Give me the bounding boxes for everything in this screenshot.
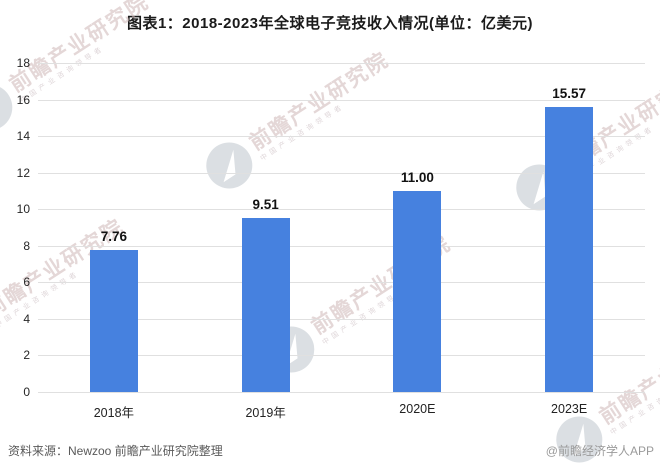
gridline bbox=[38, 355, 645, 357]
y-axis-tick-label: 6 bbox=[23, 275, 30, 290]
source-note: 资料来源：Newzoo 前瞻产业研究院整理 bbox=[8, 444, 223, 458]
x-axis-tick-label: 2023E bbox=[551, 402, 588, 416]
y-axis-tick-label: 10 bbox=[16, 202, 30, 217]
gridline bbox=[38, 245, 645, 247]
bar-value-label: 11.00 bbox=[400, 169, 434, 185]
y-axis-tick-label: 14 bbox=[16, 129, 30, 144]
bar-2020E bbox=[393, 190, 442, 392]
y-axis-tick-label: 0 bbox=[23, 385, 30, 399]
bar-2023E bbox=[545, 107, 594, 392]
gridline bbox=[38, 318, 645, 320]
gridline bbox=[38, 172, 645, 174]
gridline bbox=[38, 392, 645, 393]
bar-2018年 bbox=[89, 250, 138, 392]
gridline bbox=[38, 99, 645, 101]
credit-note: @前瞻经济学人APP bbox=[545, 444, 654, 458]
y-axis-tick-label: 2 bbox=[23, 348, 30, 363]
gridline bbox=[38, 209, 645, 211]
x-axis-tick-label: 2019年 bbox=[245, 406, 286, 420]
bar-2019年 bbox=[241, 218, 290, 392]
gridline bbox=[38, 282, 645, 284]
gridline bbox=[38, 63, 645, 64]
y-axis-tick-label: 4 bbox=[23, 311, 30, 326]
y-axis-tick-label: 18 bbox=[16, 56, 30, 70]
footer: 资料来源：Newzoo 前瞻产业研究院整理 @前瞻经济学人APP bbox=[0, 438, 660, 462]
bar-value-label: 9.51 bbox=[252, 197, 279, 213]
gridline bbox=[38, 136, 645, 138]
x-axis-tick-label: 2020E bbox=[399, 402, 436, 416]
chart-title: 图表1：2018-2023年全球电子竞技收入情况(单位：亿美元) bbox=[126, 15, 534, 32]
bar-value-label: 15.57 bbox=[552, 86, 587, 102]
y-axis-tick-label: 12 bbox=[16, 165, 30, 180]
y-axis-tick-label: 8 bbox=[23, 238, 30, 253]
bar-value-label: 7.76 bbox=[100, 229, 128, 245]
x-axis-tick-label: 2018年 bbox=[93, 406, 135, 420]
y-axis-tick-label: 16 bbox=[16, 92, 30, 107]
